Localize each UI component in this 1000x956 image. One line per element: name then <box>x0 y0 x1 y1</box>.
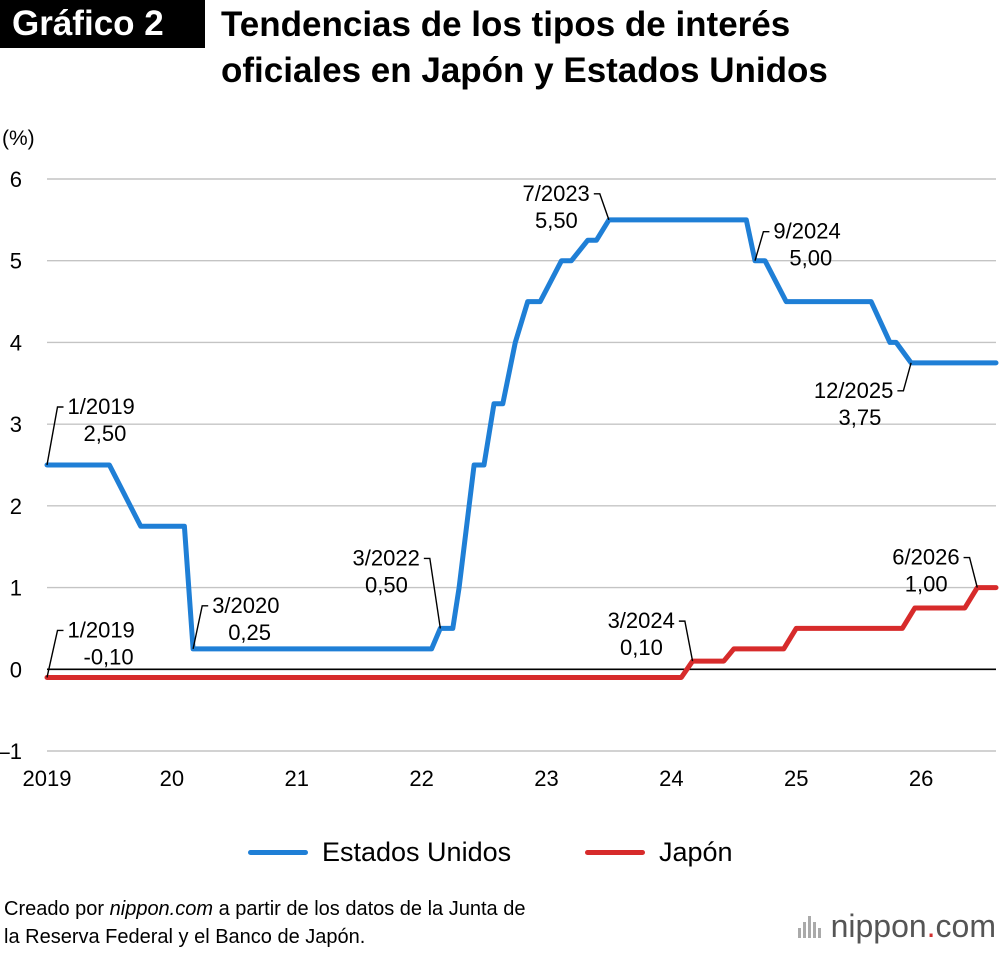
annotation-date: 3/2022 <box>353 545 420 570</box>
y-tick-label: 6 <box>10 167 22 192</box>
x-tick-label: 21 <box>284 766 308 791</box>
legend-label-us: Estados Unidos <box>322 836 512 867</box>
source-site: nippon.com <box>109 898 214 920</box>
y-tick-label: 1 <box>10 576 22 601</box>
legend-item-us: Estados Unidos <box>248 832 511 872</box>
annotation-date: 9/2024 <box>773 219 840 244</box>
x-tick-label: 24 <box>659 766 683 791</box>
y-axis-unit: (%) <box>2 127 35 150</box>
annotation-date: 6/2026 <box>892 545 959 570</box>
legend: Estados Unidos Japón <box>0 832 1000 872</box>
annotation-value: -0,10 <box>84 644 134 669</box>
annotation-leader <box>593 193 610 221</box>
annotation-date: 3/2024 <box>608 608 675 633</box>
series-line-jp <box>44 585 999 680</box>
annotation-leader <box>46 629 64 678</box>
annotation-date: 7/2023 <box>523 181 590 206</box>
source-note: Creado por nippon.com a partir de los da… <box>4 895 525 951</box>
annotation-leader <box>963 556 978 588</box>
y-tick-label: 0 <box>10 657 22 682</box>
nippon-logo: nippon. com <box>797 908 996 945</box>
annotation-leader <box>423 557 442 629</box>
source-line-1-rest: a partir de los datos de la Junta de <box>213 898 526 920</box>
x-tick-label: 26 <box>909 766 933 791</box>
source-line-2: la Reserva Federal y el Banco de Japón. <box>4 926 366 948</box>
y-tick-label: 5 <box>10 249 22 274</box>
chart-badge: Gráfico 2 <box>0 0 205 48</box>
chart-title-line-2: oficiales en Japón y Estados Unidos <box>221 51 828 90</box>
annotation-leader <box>678 620 694 662</box>
x-tick-label: 23 <box>534 766 558 791</box>
annotation-leader <box>897 362 912 392</box>
annotation-value: 0,50 <box>365 572 408 597</box>
annotation-value: 5,00 <box>789 246 832 271</box>
x-tick-label: 22 <box>409 766 433 791</box>
line-chart: (%)6543210–12019202122232425261/20192,50… <box>0 127 999 791</box>
legend-swatch-jp <box>585 849 645 855</box>
annotation-leader <box>46 406 64 466</box>
annotation-date: 12/2025 <box>814 378 894 403</box>
annotation-leader <box>754 231 770 261</box>
x-tick-label: 2019 <box>23 766 72 791</box>
annotation-value: 0,25 <box>228 620 271 645</box>
legend-swatch-us <box>248 849 308 855</box>
y-tick-label: 4 <box>10 330 22 355</box>
legend-item-jp: Japón <box>585 832 733 872</box>
chart-title-line-1: Tendencias de los tipos de interés <box>221 5 791 44</box>
annotation-date: 1/2019 <box>68 394 135 419</box>
x-tick-label: 20 <box>160 766 184 791</box>
annotation-value: 0,10 <box>620 635 663 660</box>
series-line-us <box>44 217 999 652</box>
x-tick-label: 25 <box>784 766 808 791</box>
y-tick-label: 3 <box>10 412 22 437</box>
logo-text: nippon <box>830 908 927 944</box>
source-prefix: Creado por <box>4 898 110 920</box>
annotation-date: 1/2019 <box>68 617 135 642</box>
legend-label-jp: Japón <box>659 836 733 867</box>
annotation-value: 1,00 <box>905 572 948 597</box>
annotation-value: 2,50 <box>84 421 127 446</box>
y-tick-label: –1 <box>0 739 22 764</box>
y-tick-label: 2 <box>10 494 22 519</box>
logo-bars-icon <box>797 915 823 938</box>
annotation-date: 3/2020 <box>212 593 279 618</box>
logo-com: com <box>935 908 996 944</box>
logo-dot: . <box>926 908 936 944</box>
annotation-value: 3,75 <box>839 405 882 430</box>
annotation-leader <box>192 605 209 650</box>
chart-title: Tendencias de los tipos de interés oficia… <box>221 2 991 94</box>
annotation-value: 5,50 <box>535 208 578 233</box>
